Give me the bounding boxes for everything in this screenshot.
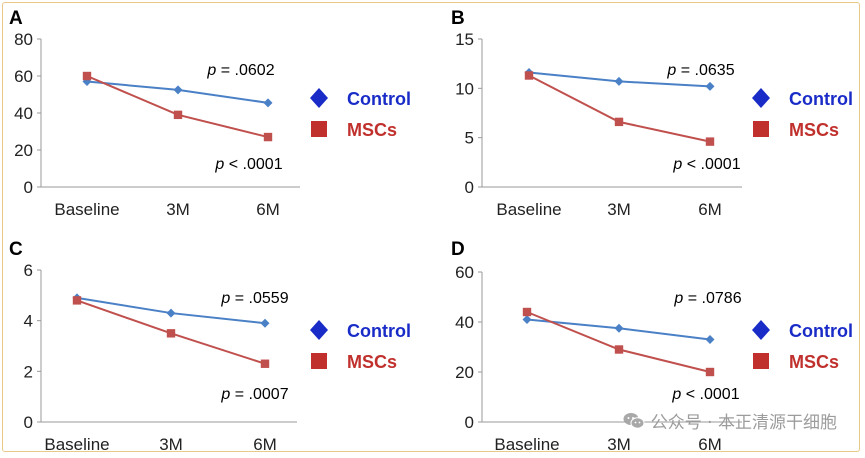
panel-letter: A [9, 8, 23, 29]
y-tick-label: 20 [455, 363, 474, 382]
legend-diamond-icon [752, 88, 770, 108]
data-point-control [705, 81, 715, 91]
y-tick-label: 80 [14, 30, 33, 49]
data-point-control [614, 76, 624, 86]
data-point-mscs [260, 359, 270, 368]
p-value-mscs: p = .0007 [220, 386, 288, 403]
x-tick-label: 6M [256, 200, 280, 219]
x-tick-label: Baseline [494, 435, 559, 453]
panel-c: C 0 2 4 6 Baseline 3M 6M p = .0559 p = .0007 Contr… [9, 239, 411, 454]
y-tick-label: 20 [14, 141, 33, 160]
data-point-mscs [72, 296, 82, 305]
legend-label-control: Control [347, 321, 411, 341]
data-point-control [173, 85, 183, 95]
y-tick-label: 0 [24, 178, 33, 197]
legend-label-mscs: MSCs [789, 352, 839, 372]
legend-diamond-icon [310, 88, 328, 108]
y-tick-label: 40 [455, 313, 474, 332]
x-tick-label: 3M [166, 200, 190, 219]
p-value-mscs: p < .0001 [672, 156, 740, 173]
data-point-control [614, 323, 624, 333]
legend-label-mscs: MSCs [789, 120, 839, 140]
data-point-mscs [82, 71, 92, 81]
series-line-mscs [86, 75, 269, 139]
y-tick-label: 0 [24, 413, 33, 432]
data-point-control [522, 315, 532, 324]
data-point-control [705, 335, 715, 344]
p-value-control: p = .0786 [673, 290, 741, 307]
y-tick-label: 2 [24, 362, 33, 381]
p-value-mscs: p < .0001 [671, 386, 739, 403]
y-tick-label: 40 [14, 104, 33, 123]
legend-square-icon [753, 353, 769, 369]
legend-square-icon [311, 353, 327, 369]
legend-label-mscs: MSCs [347, 352, 397, 372]
p-value-control: p = .0559 [220, 290, 288, 307]
data-point-control [166, 308, 176, 318]
x-tick-label: Baseline [496, 200, 561, 219]
y-tick-label: 6 [24, 261, 33, 280]
legend-label-control: Control [347, 89, 411, 109]
legend-label-control: Control [789, 89, 853, 109]
figure-frame: A 0 20 40 60 80 Baseline 3M 6M p = .0602 p < .0001… [2, 2, 860, 454]
x-tick-label: 3M [607, 435, 631, 453]
watermark-text: 公众号 · 本正清源干细胞 [650, 413, 837, 433]
p-value-control: p = .0635 [666, 62, 734, 79]
panel-a: A 0 20 40 60 80 Baseline 3M 6M p = .0602 p < .0001… [9, 8, 411, 219]
y-tick-label: 0 [465, 178, 474, 197]
data-point-mscs [614, 117, 624, 127]
data-point-mscs [263, 132, 273, 142]
panel-letter: B [451, 8, 465, 29]
data-point-control [260, 318, 270, 328]
data-point-mscs [705, 367, 715, 377]
series-line-mscs [526, 311, 711, 373]
legend-label-mscs: MSCs [347, 120, 397, 140]
x-tick-label: Baseline [54, 200, 119, 219]
data-point-mscs [524, 71, 534, 80]
y-tick-label: 4 [24, 312, 33, 331]
p-value-control: p = .0602 [206, 62, 274, 79]
y-tick-label: 60 [455, 263, 474, 282]
x-tick-label: 6M [698, 435, 722, 453]
panel-b: B 0 5 10 15 Baseline 3M 6M p = .0635 p < .0001 Con… [451, 8, 853, 219]
legend-diamond-icon [310, 320, 328, 340]
watermark: 公众号 · 本正清源干细胞 [623, 408, 837, 433]
p-value-mscs: p < .0001 [214, 156, 282, 173]
x-tick-label: 6M [253, 435, 277, 453]
y-tick-label: 60 [14, 67, 33, 86]
x-tick-label: Baseline [44, 435, 109, 453]
wechat-icon [623, 412, 645, 429]
panel-letter: D [451, 239, 465, 260]
data-point-mscs [705, 137, 715, 146]
data-point-control [263, 98, 273, 108]
legend-label-control: Control [789, 321, 853, 341]
y-tick-label: 5 [465, 129, 474, 148]
data-point-mscs [522, 307, 532, 317]
legend-diamond-icon [752, 320, 770, 340]
y-tick-label: 0 [465, 413, 474, 432]
y-tick-label: 10 [455, 79, 474, 98]
data-point-mscs [173, 110, 183, 120]
data-point-mscs [166, 329, 176, 338]
y-tick-label: 15 [455, 30, 474, 49]
panel-d: D 0 20 40 60 Baseline 3M 6M p = .0786 p < .0001 Co… [451, 239, 853, 454]
x-tick-label: 6M [698, 200, 722, 219]
x-tick-label: 3M [607, 200, 631, 219]
legend-square-icon [311, 121, 327, 137]
x-tick-label: 3M [159, 435, 183, 453]
legend-square-icon [753, 121, 769, 137]
panel-letter: C [9, 239, 23, 260]
data-point-mscs [614, 345, 624, 354]
